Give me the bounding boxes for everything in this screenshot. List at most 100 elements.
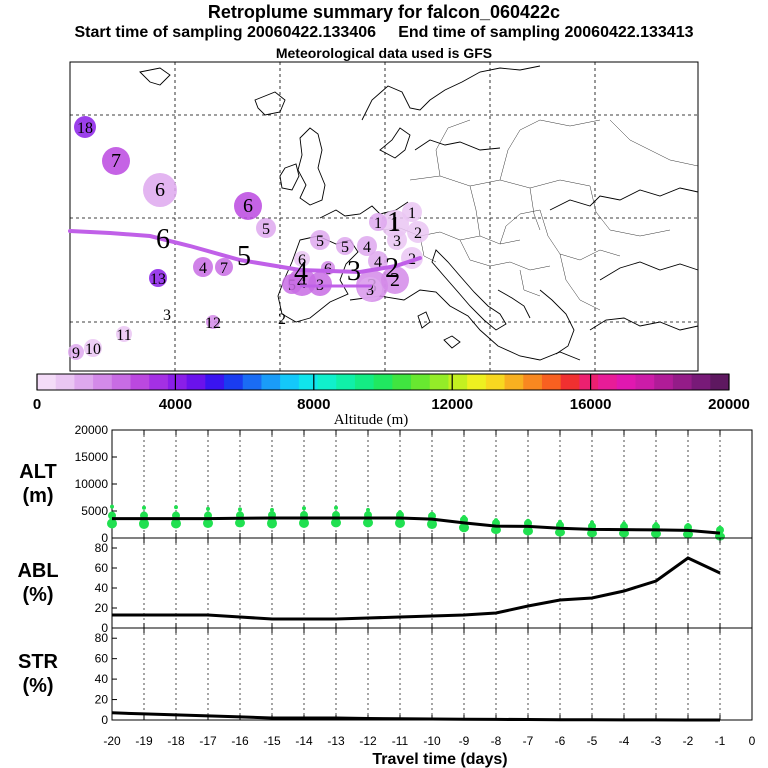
colorbar-tick-label: 20000: [708, 396, 750, 413]
x-tick-label: -5: [587, 734, 598, 748]
map-point-circle: [407, 221, 429, 243]
y-tick-label: 15000: [75, 450, 109, 464]
map-point-label: 5: [316, 233, 324, 250]
map-point-label: 4: [199, 260, 207, 277]
y-tick-label: 80: [95, 541, 109, 555]
map-point-circle: [215, 258, 233, 276]
x-tick-label: -14: [295, 734, 313, 748]
map-point: 7: [102, 147, 130, 175]
colorbar-swatch: [598, 374, 618, 390]
time-series-panels: 05000100001500020000ALT(m)020406080ABL(%…: [17, 423, 755, 748]
alt-scatter-point: [427, 519, 437, 530]
map-point-label: 6: [243, 195, 253, 217]
end-time-label: End time of sampling 20060422.133413: [398, 24, 694, 41]
map-point-label: 1: [374, 215, 382, 232]
map-point-label: 4: [363, 239, 371, 256]
map-point-circle: [294, 251, 310, 267]
alt-scatter-point: [235, 518, 245, 528]
map-point: 6: [143, 173, 177, 207]
alt-scatter-point: [459, 522, 469, 533]
x-tick-label: -20: [103, 734, 121, 748]
x-tick-label: -19: [135, 734, 153, 748]
x-tick-label: -15: [263, 734, 281, 748]
map-point: 7: [215, 258, 233, 277]
map-point-circle: [358, 277, 382, 301]
colorbar-swatch: [74, 374, 94, 390]
map-point: 3: [387, 230, 407, 250]
colorbar-swatch: [710, 374, 730, 390]
map-point-label: 6: [298, 252, 306, 269]
y-tick-label: 40: [95, 672, 109, 686]
map-point: 3: [358, 277, 382, 301]
colorbar-swatch: [541, 374, 562, 390]
centroid-line: [68, 229, 422, 275]
map-point: 5: [336, 237, 354, 256]
colorbar-swatch: [635, 374, 655, 390]
map-point: 10: [84, 339, 102, 358]
map-point-circle: [357, 236, 377, 256]
map-point-circle: [74, 116, 96, 138]
y-tick-label: 5000: [81, 504, 108, 518]
alt-scatter-point: [683, 530, 693, 539]
alt-scatter-point: [267, 518, 277, 529]
centroid-label: 3: [347, 256, 361, 287]
centroid-label: 5: [237, 241, 251, 272]
x-tick-label: -1: [715, 734, 726, 748]
colorbar-swatch: [336, 374, 356, 390]
centroid-label: 6: [156, 224, 170, 255]
y-tick-label: 20: [95, 601, 109, 615]
alt-scatter-point: [395, 518, 405, 528]
map-point-label: 2: [278, 311, 286, 328]
alt-scatter-point: [206, 506, 210, 511]
panel-ylabel: STR: [18, 651, 59, 673]
y-tick-label: 60: [95, 561, 109, 575]
y-tick-label: 60: [95, 652, 109, 666]
colorbar-swatch: [560, 374, 580, 390]
series-line: [112, 516, 721, 535]
map-point-circle: [143, 173, 177, 207]
colorbar-swatch: [205, 374, 225, 390]
x-tick-label: -7: [523, 734, 534, 748]
map-point-label: 1: [408, 205, 416, 222]
map-point: 1: [381, 210, 409, 238]
borders: [379, 119, 699, 311]
map-point-circle: [336, 237, 354, 255]
centroid-label: 2: [385, 253, 399, 284]
map-point: 6: [234, 192, 262, 220]
colorbar-swatch: [280, 374, 300, 390]
panel-ylabel-unit: (%): [22, 675, 53, 697]
colorbar-swatch: [504, 374, 524, 390]
map-point: 1: [369, 213, 387, 232]
alt-scatter-point: [302, 506, 306, 511]
map-point: 5: [256, 218, 276, 238]
x-tick-label: 0: [749, 734, 756, 748]
x-tick-label: -6: [555, 734, 566, 748]
colorbar-tick-label: 4000: [159, 396, 192, 413]
centroid-label: 1: [387, 207, 401, 238]
colorbar-swatch: [167, 374, 188, 390]
map-point-circle: [369, 213, 387, 231]
y-tick-label: 80: [95, 631, 109, 645]
y-tick-label: 10000: [75, 477, 109, 491]
y-tick-label: 0: [101, 713, 108, 727]
x-tick-label: -8: [491, 734, 502, 748]
x-tick-label: -13: [327, 734, 345, 748]
alt-scatter-point: [366, 507, 370, 512]
alt-scatter-point: [174, 505, 178, 510]
chart-title: Retroplume summary for falcon_060422c: [207, 2, 561, 22]
map-point: 12: [205, 315, 221, 332]
map-point-label: 7: [111, 150, 121, 172]
colorbar-swatch: [579, 374, 599, 390]
map-point-label: 9: [72, 345, 80, 362]
alt-scatter-point: [139, 518, 149, 530]
panel-3: 0 20 40 60 80 STR(%): [18, 627, 753, 727]
series-line: [112, 556, 721, 621]
alt-scatter-point: [334, 505, 338, 510]
alt-scatter-point: [299, 518, 309, 528]
colorbar-swatch: [55, 374, 75, 390]
colorbar-swatch: [242, 374, 262, 390]
colorbar-swatch: [523, 374, 543, 390]
alt-scatter-point: [270, 507, 274, 512]
x-tick-label: -12: [359, 734, 377, 748]
x-tick-label: -3: [651, 734, 662, 748]
